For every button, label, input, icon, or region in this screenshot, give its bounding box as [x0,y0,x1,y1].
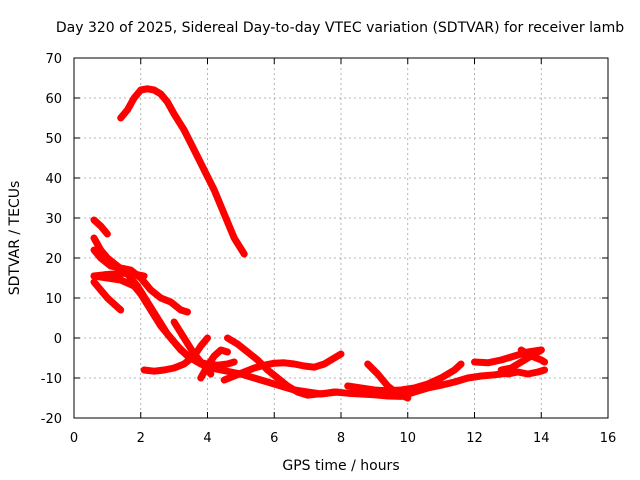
axis-ticks [73,57,609,419]
series-layer [90,85,549,402]
x-tick-label: 2 [137,431,145,446]
y-tick-label: 0 [54,332,62,347]
y-tick-label: -10 [41,372,62,387]
series-arc-08 [140,334,211,375]
series-arc-18 [504,366,549,378]
grid [74,58,608,418]
y-tick-label: 60 [45,92,62,107]
y-tick-label: 50 [45,132,62,147]
x-tick-label: 0 [70,431,78,446]
series-arc-10 [197,346,231,382]
series-arc-11 [224,334,342,399]
series-arc-13 [330,369,512,400]
x-tick-label: 10 [399,431,416,446]
series-arc-15 [364,360,412,402]
y-tick-label: -20 [41,412,62,427]
series-arc-19 [517,346,549,366]
x-tick-label: 4 [203,431,211,446]
series-arc-01 [117,85,248,258]
chart-title: Day 320 of 2025, Sidereal Day-to-day VTE… [56,20,624,36]
y-tick-label: 20 [45,252,62,267]
x-tick-label: 14 [533,431,550,446]
y-tick-label: 40 [45,172,62,187]
x-tick-label: 12 [466,431,483,446]
x-tick-label: 8 [337,431,345,446]
y-tick-label: 10 [45,292,62,307]
series-arc-02 [90,216,111,238]
series-arc-12 [220,350,345,384]
x-tick-label: 6 [270,431,278,446]
x-axis-label: GPS time / hours [282,458,399,474]
series-arc-14 [344,360,465,395]
series-arc-06 [90,278,125,314]
y-tick-label: 30 [45,212,62,227]
y-axis-label: SDTVAR / TECUs [7,181,23,296]
y-tick-label: 70 [45,52,62,67]
tick-labels: 0 2 4 6 8 10 12 14 16 -20 -10 0 10 20 30 40 50 60 70 [41,52,617,446]
x-tick-label: 16 [600,431,617,446]
